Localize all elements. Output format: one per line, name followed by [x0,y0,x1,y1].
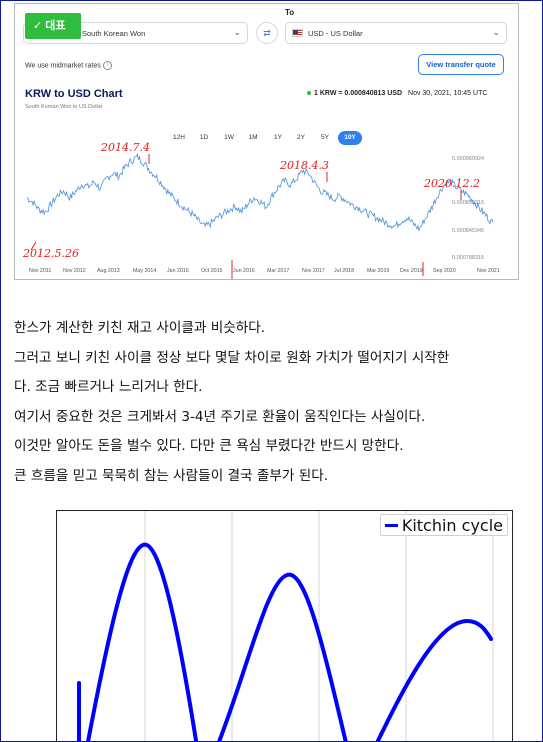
article-paragraph: 한스가 계산한 키친 재고 사이클과 비슷하다. 그러고 보니 키친 사이클 정… [14,314,534,491]
range-tab-5y[interactable]: 5Y [321,134,329,141]
x-tick-label: Aug 2013 [97,268,120,274]
check-icon: ✓ [33,19,43,32]
representative-badge[interactable]: ✓ 대표 [25,13,81,39]
y-tick-label: 0.000788315 [452,255,484,261]
fx-chart-subtitle: South Korean Won to US Dollar [25,104,103,110]
us-flag-icon [292,29,303,37]
paragraph-line: 여기서 중요한 것은 크게봐서 3-4년 주기로 환율이 움직인다는 사실이다. [14,408,426,425]
x-tick-label: Jan 2015 [167,268,189,274]
krw-usd-series-line [26,152,494,233]
to-currency-text: USD - US Dollar [308,29,363,38]
x-tick-label: Jul 2018 [334,268,354,274]
x-tick-label: Sep 2020 [433,268,456,274]
to-currency-select[interactable]: USD - US Dollar ⌄ [285,22,507,44]
paragraph-line: 큰 흐름을 믿고 묵묵히 참는 사람들이 결국 졸부가 된다. [14,467,329,484]
handwritten-annotation: 2018.4.3 [279,159,329,172]
to-label: To [285,8,295,17]
midmarket-note: We use midmarket rates i [25,61,112,70]
current-rate: 1 KRW = 0.000840813 USD Nov 30, 2021, 10:… [307,90,487,97]
swap-arrows-icon[interactable]: ⇄ [256,22,278,44]
legend-swatch [384,523,398,527]
from-currency-text: South Korean Won [82,29,146,38]
live-dot-icon [307,91,311,96]
x-tick-label: Oct 2015 [201,268,223,274]
kitchin-cycle-line [77,542,493,741]
rate-time: Nov 30, 2021, 10:45 UTC [408,90,488,97]
rate-text: 1 KRW = 0.000840813 USD [314,90,403,97]
y-tick-label: 0.000960924 [452,156,484,162]
annotation-marker [30,241,37,251]
x-tick-label: Nov 2021 [477,268,500,274]
y-tick-label: 0.000898315 [452,200,484,206]
handwritten-annotation: 2020.12.2 [423,177,480,190]
chevron-down-icon: ⌄ [492,27,500,37]
chevron-down-icon: ⌄ [233,27,241,37]
range-tab-2y[interactable]: 2Y [297,134,305,141]
handwritten-annotation: 2014.7.4 [100,141,150,154]
x-tick-label: Nov 2011 [29,268,51,274]
x-tick-label: Mar 2017 [267,268,289,274]
x-tick-label: Nov 2017 [302,268,325,274]
range-tab-1d[interactable]: 1D [199,134,209,141]
x-tick-label: Mar 2019 [367,268,389,274]
range-tab-12h[interactable]: 12H [173,134,185,141]
range-tab-10y[interactable]: 10Y [338,131,362,145]
chart-legend: Kitchin cycle [379,514,508,536]
kitchin-cycle-plot [77,511,494,741]
view-transfer-quote-button[interactable]: View transfer quote [418,54,504,75]
x-tick-label: Jun 2016 [233,268,255,274]
range-tab-1w[interactable]: 1W [224,134,234,141]
y-tick-label: 0.000845345 [452,228,484,234]
range-tab-1y[interactable]: 1Y [274,134,282,141]
info-icon[interactable]: i [102,61,112,70]
paragraph-line: 그러고 보니 키친 사이클 정상 보다 몇달 차이로 원화 가치가 떨어지기 시… [14,349,450,366]
fx-line-chart: 0.000960924 0.000898315 0.000845345 0.00078… [22,141,500,279]
x-tick-label: May 2014 [133,268,156,274]
badge-label: 대표 [45,19,66,32]
paragraph-line: 다. 조금 빠르거나 느리거나 한다. [14,379,203,395]
handwritten-annotation: 2012.5.26 [22,247,79,260]
paragraph-line: 한스가 계산한 키친 재고 사이클과 비슷하다. [14,320,266,336]
legend-label: Kitchin cycle [401,515,503,535]
fx-chart-title: KRW to USD Chart [25,88,123,100]
kitchin-cycle-chart: Kitchin cycle [56,510,513,741]
x-tick-label: Dec 2019 [400,268,423,274]
fx-screenshot-image: To South Korean Won ⌄ ⇄ USD - US Dollar … [14,3,519,280]
midmarket-text: We use midmarket rates [25,62,101,70]
paragraph-line: 이것만 알아도 돈을 벌수 있다. 다만 큰 욕심 부렸다간 반드시 망한다. [14,438,404,454]
x-tick-label: Nov 2012 [63,268,86,274]
range-tab-1m[interactable]: 1M [248,134,258,141]
